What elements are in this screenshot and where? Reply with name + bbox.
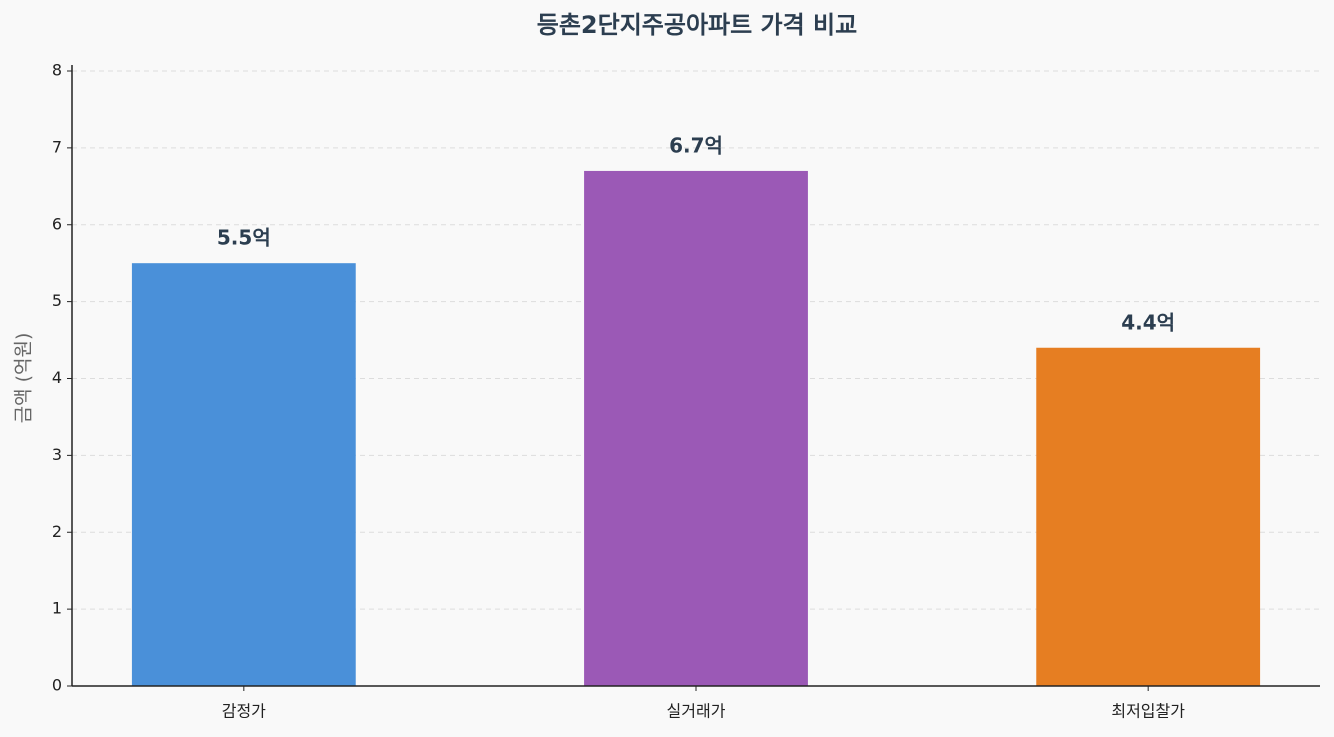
value-label: 5.5억: [217, 226, 271, 250]
y-tick-label: 4: [52, 368, 62, 387]
value-label: 4.4억: [1121, 310, 1175, 334]
x-tick-label: 최저입찰가: [1111, 702, 1185, 721]
y-tick-label: 7: [52, 137, 62, 156]
y-axis-label: 금액 (억원): [13, 333, 35, 424]
bar: [131, 263, 356, 686]
chart-title: 등촌2단지주공아파트 가격 비교: [537, 11, 857, 39]
y-tick-label: 3: [52, 445, 62, 464]
y-tick-label: 0: [52, 676, 62, 695]
x-tick-label: 실거래가: [667, 702, 726, 721]
y-tick-label: 6: [52, 214, 62, 233]
y-tick-label: 8: [52, 61, 62, 80]
bar: [584, 170, 808, 686]
y-tick-label: 2: [52, 522, 62, 541]
bar: [1036, 347, 1261, 686]
y-tick-label: 1: [52, 599, 62, 618]
x-tick-label: 감정가: [222, 702, 266, 721]
y-tick-label: 5: [52, 291, 62, 310]
value-label: 6.7억: [669, 133, 723, 157]
